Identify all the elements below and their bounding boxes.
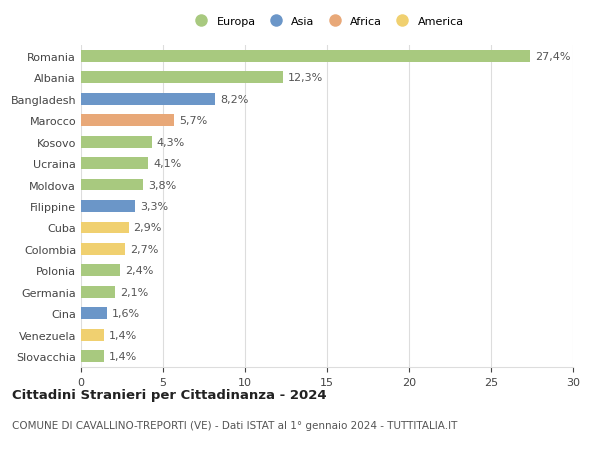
- Bar: [81, 222, 128, 234]
- Bar: [81, 351, 104, 363]
- Text: 4,3%: 4,3%: [157, 137, 185, 147]
- Text: 1,4%: 1,4%: [109, 330, 137, 340]
- Text: COMUNE DI CAVALLINO-TREPORTI (VE) - Dati ISTAT al 1° gennaio 2024 - TUTTITALIA.I: COMUNE DI CAVALLINO-TREPORTI (VE) - Dati…: [12, 420, 457, 430]
- Bar: [81, 201, 135, 213]
- Bar: [81, 243, 125, 255]
- Text: 8,2%: 8,2%: [220, 95, 249, 105]
- Bar: [81, 329, 104, 341]
- Bar: [81, 115, 175, 127]
- Bar: [81, 136, 152, 148]
- Text: 4,1%: 4,1%: [153, 159, 181, 169]
- Text: 12,3%: 12,3%: [287, 73, 323, 83]
- Bar: [81, 51, 530, 62]
- Bar: [81, 158, 148, 170]
- Text: 5,7%: 5,7%: [179, 116, 208, 126]
- Text: 2,4%: 2,4%: [125, 266, 154, 276]
- Bar: [81, 286, 115, 298]
- Text: 3,3%: 3,3%: [140, 202, 168, 212]
- Bar: [81, 72, 283, 84]
- Text: 27,4%: 27,4%: [535, 51, 571, 62]
- Text: 1,6%: 1,6%: [112, 308, 140, 319]
- Text: 2,7%: 2,7%: [130, 244, 158, 254]
- Bar: [81, 265, 121, 277]
- Bar: [81, 179, 143, 191]
- Text: 2,1%: 2,1%: [121, 287, 149, 297]
- Text: 2,9%: 2,9%: [133, 223, 162, 233]
- Text: Cittadini Stranieri per Cittadinanza - 2024: Cittadini Stranieri per Cittadinanza - 2…: [12, 388, 326, 401]
- Legend: Europa, Asia, Africa, America: Europa, Asia, Africa, America: [185, 13, 469, 32]
- Bar: [81, 308, 107, 319]
- Text: 1,4%: 1,4%: [109, 352, 137, 362]
- Bar: [81, 94, 215, 106]
- Text: 3,8%: 3,8%: [148, 180, 176, 190]
